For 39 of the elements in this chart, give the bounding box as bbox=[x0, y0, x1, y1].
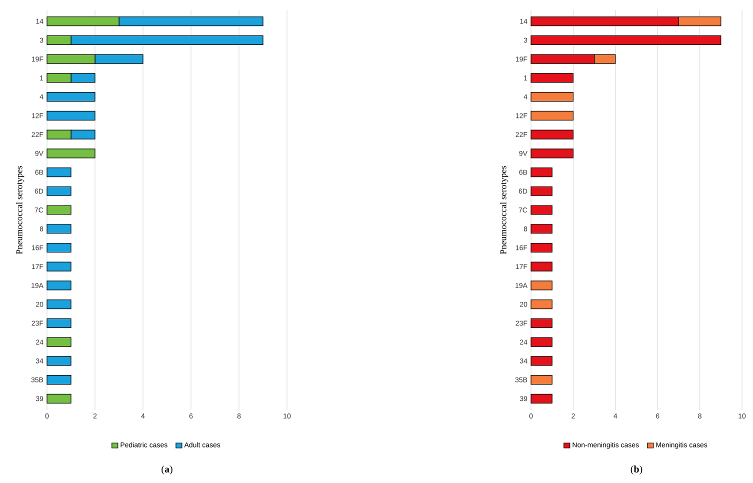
bar bbox=[46, 224, 72, 234]
bar bbox=[530, 224, 552, 234]
bar bbox=[530, 110, 574, 120]
text: (a) bbox=[162, 465, 172, 475]
bar bbox=[530, 394, 552, 404]
bar bbox=[530, 35, 722, 45]
bar bbox=[530, 130, 574, 140]
bar bbox=[46, 300, 72, 310]
bar bbox=[46, 262, 72, 272]
bar bbox=[530, 167, 552, 178]
bar bbox=[46, 110, 96, 120]
text: (b) bbox=[630, 465, 642, 475]
bar bbox=[46, 205, 72, 215]
bar bbox=[46, 242, 72, 253]
bar bbox=[530, 280, 552, 290]
bar bbox=[530, 356, 552, 366]
bar bbox=[530, 242, 552, 253]
y-axis-title: Pneumococcal serotypes bbox=[16, 166, 24, 254]
bar bbox=[46, 394, 72, 404]
bar bbox=[46, 375, 72, 385]
bar bbox=[530, 337, 552, 347]
bar bbox=[46, 356, 72, 366]
bar bbox=[530, 92, 574, 102]
bar bbox=[530, 318, 552, 328]
bar bbox=[530, 73, 574, 83]
bar bbox=[46, 337, 72, 347]
bar bbox=[530, 262, 552, 272]
bar bbox=[46, 280, 72, 290]
bar bbox=[46, 148, 96, 158]
bar bbox=[46, 167, 72, 178]
y-axis-title: Pneumococcal serotypes bbox=[500, 166, 508, 254]
bar bbox=[530, 186, 552, 196]
bar bbox=[46, 318, 72, 328]
bar bbox=[46, 92, 96, 102]
bar bbox=[530, 300, 552, 310]
bar bbox=[46, 186, 72, 196]
bar bbox=[530, 375, 552, 385]
bar bbox=[530, 148, 574, 158]
bar bbox=[530, 205, 552, 215]
